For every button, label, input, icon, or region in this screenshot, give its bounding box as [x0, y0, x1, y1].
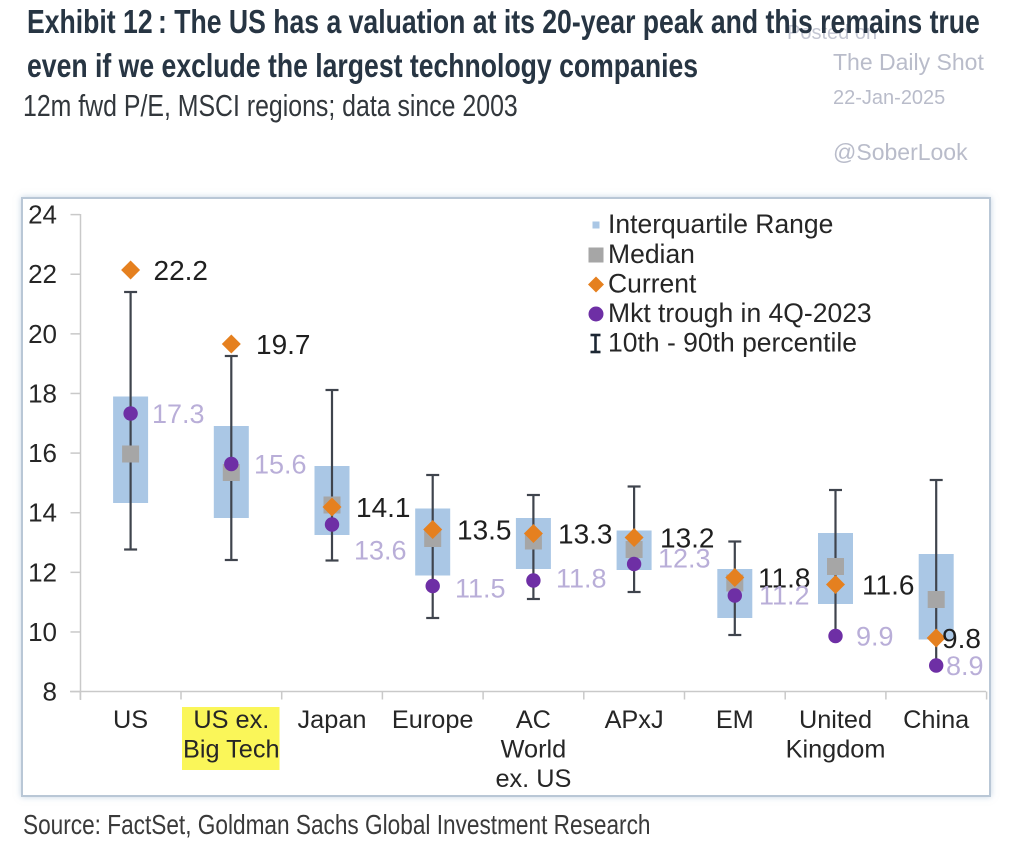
svg-text:Kingdom: Kingdom [786, 736, 886, 764]
svg-text:18: 18 [28, 378, 57, 408]
svg-text:11.5: 11.5 [455, 574, 506, 604]
svg-text:19.7: 19.7 [256, 329, 311, 360]
svg-text:12: 12 [28, 557, 57, 587]
svg-text:Current: Current [608, 269, 697, 299]
svg-text:12.3: 12.3 [658, 544, 711, 574]
svg-text:9.9: 9.9 [856, 622, 894, 652]
svg-text:EM: EM [716, 706, 754, 734]
svg-text:Interquartile Range: Interquartile Range [608, 209, 833, 239]
svg-text:Japan: Japan [298, 706, 367, 734]
svg-text:World: World [501, 736, 567, 764]
svg-text:11.6: 11.6 [862, 570, 914, 601]
svg-text:14: 14 [28, 498, 57, 528]
svg-text:AC: AC [516, 706, 551, 734]
svg-text:22.2: 22.2 [154, 255, 209, 286]
svg-text:Median: Median [608, 239, 695, 269]
svg-text:22: 22 [28, 259, 57, 289]
svg-text:24: 24 [28, 200, 57, 230]
svg-text:10: 10 [28, 617, 57, 647]
svg-text:17.3: 17.3 [152, 399, 205, 429]
svg-text:Mkt trough in 4Q-2023: Mkt trough in 4Q-2023 [608, 298, 872, 328]
svg-text:Big Tech: Big Tech [183, 736, 280, 764]
svg-text:13.6: 13.6 [354, 536, 407, 566]
svg-text:10th - 90th percentile: 10th - 90th percentile [608, 328, 857, 358]
svg-text:ex. US: ex. US [495, 765, 571, 793]
svg-text:11.2: 11.2 [759, 581, 810, 611]
svg-text:China: China [903, 706, 970, 734]
svg-text:11.8: 11.8 [556, 564, 607, 594]
svg-text:13.2: 13.2 [660, 523, 715, 554]
svg-text:Europe: Europe [392, 706, 474, 734]
svg-text:APxJ: APxJ [605, 706, 664, 734]
svg-text:20: 20 [28, 319, 57, 349]
svg-text:14.1: 14.1 [356, 492, 411, 523]
svg-text:13.5: 13.5 [457, 515, 512, 546]
svg-text:11.8: 11.8 [758, 563, 810, 594]
svg-text:US: US [113, 706, 148, 734]
svg-text:8: 8 [43, 677, 57, 707]
svg-text:United: United [799, 706, 872, 734]
svg-text:16: 16 [28, 438, 57, 468]
svg-text:8.9: 8.9 [946, 651, 984, 681]
svg-text:15.6: 15.6 [254, 450, 307, 480]
svg-text:9.8: 9.8 [942, 623, 981, 654]
svg-text:US ex.: US ex. [193, 706, 269, 734]
svg-text:13.3: 13.3 [558, 519, 613, 550]
